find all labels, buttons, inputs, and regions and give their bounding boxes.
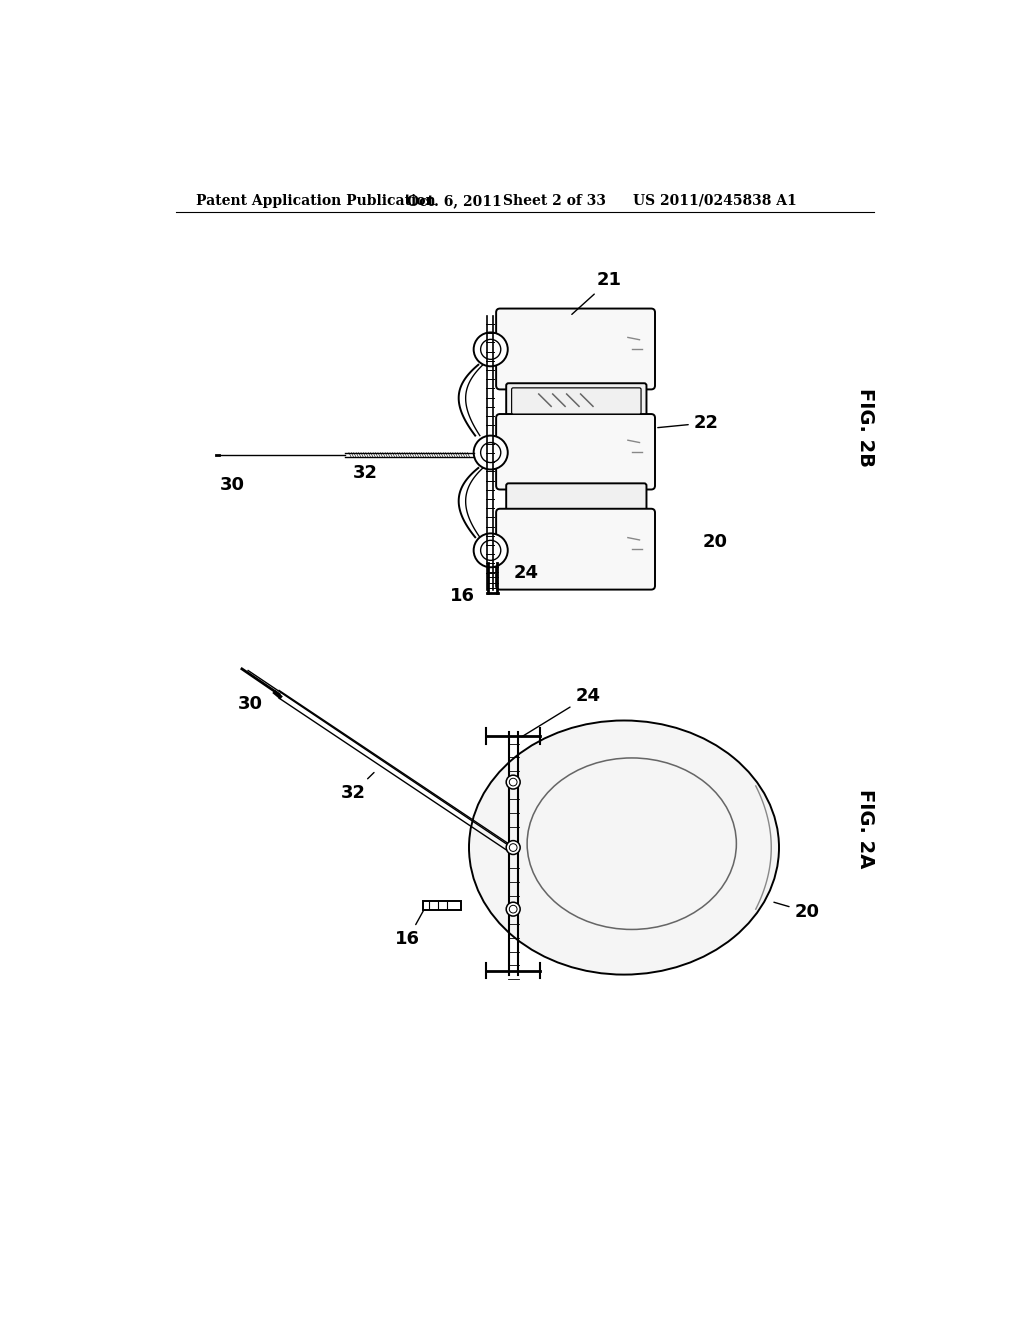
Text: Patent Application Publication: Patent Application Publication [197,194,436,207]
Text: Sheet 2 of 33: Sheet 2 of 33 [503,194,606,207]
Text: 30: 30 [219,475,245,494]
Text: 16: 16 [450,587,475,605]
Text: 21: 21 [571,272,622,314]
Text: 32: 32 [341,772,374,801]
Text: 24: 24 [522,688,600,737]
Text: Oct. 6, 2011: Oct. 6, 2011 [407,194,502,207]
Text: US 2011/0245838 A1: US 2011/0245838 A1 [633,194,797,207]
Circle shape [506,775,520,789]
Circle shape [474,333,508,367]
Text: 32: 32 [352,463,378,482]
Circle shape [509,843,517,851]
Text: 30: 30 [238,694,263,713]
Ellipse shape [469,721,779,974]
FancyBboxPatch shape [512,388,641,414]
Circle shape [480,339,501,359]
Text: 16: 16 [395,908,425,948]
Text: 24: 24 [513,564,539,582]
Text: FIG. 2A: FIG. 2A [856,788,876,869]
Circle shape [480,540,501,561]
Text: FIG. 2B: FIG. 2B [856,388,876,467]
Circle shape [506,903,520,916]
Text: 20: 20 [774,903,819,921]
Circle shape [506,841,520,854]
Circle shape [480,442,501,462]
Text: 20: 20 [703,533,728,552]
FancyBboxPatch shape [496,508,655,590]
FancyBboxPatch shape [506,483,646,515]
Circle shape [509,906,517,913]
FancyBboxPatch shape [423,900,461,909]
FancyBboxPatch shape [496,309,655,389]
Circle shape [474,436,508,470]
Ellipse shape [527,758,736,929]
FancyBboxPatch shape [496,414,655,490]
Circle shape [474,533,508,568]
FancyBboxPatch shape [506,383,646,420]
Text: 22: 22 [657,414,719,432]
Circle shape [509,779,517,785]
